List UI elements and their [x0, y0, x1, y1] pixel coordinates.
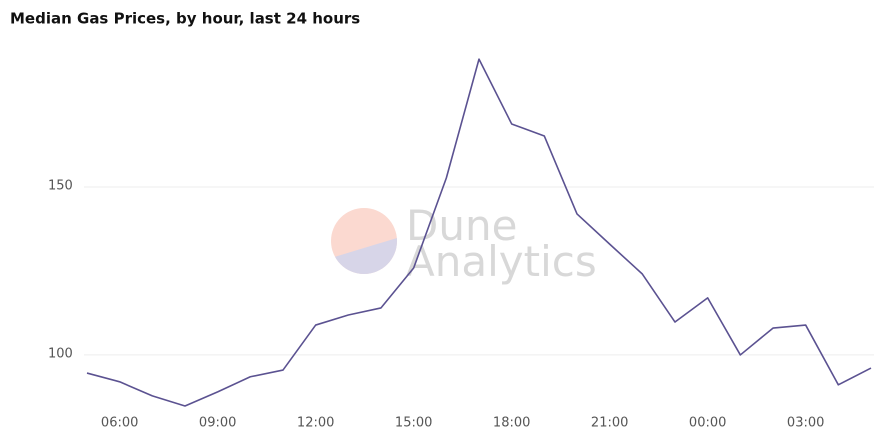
line	[86, 58, 872, 407]
chart-title: Median Gas Prices, by hour, last 24 hour…	[10, 10, 360, 28]
x-tick-label: 15:00	[395, 416, 432, 431]
y-tick-label: 100	[48, 346, 73, 361]
x-tick-label: 03:00	[787, 416, 824, 431]
x-tick-label: 09:00	[199, 416, 236, 431]
x-tick-label: 00:00	[689, 416, 726, 431]
watermark-text: Analytics	[406, 237, 597, 286]
x-tick-label: 12:00	[297, 416, 334, 431]
x-tick-label: 21:00	[591, 416, 628, 431]
watermark-logo	[331, 208, 397, 274]
x-tick-label: 06:00	[101, 416, 138, 431]
x-tick-label: 18:00	[493, 416, 530, 431]
y-tick-label: 150	[48, 179, 73, 194]
watermark-text: Dune	[406, 201, 517, 250]
